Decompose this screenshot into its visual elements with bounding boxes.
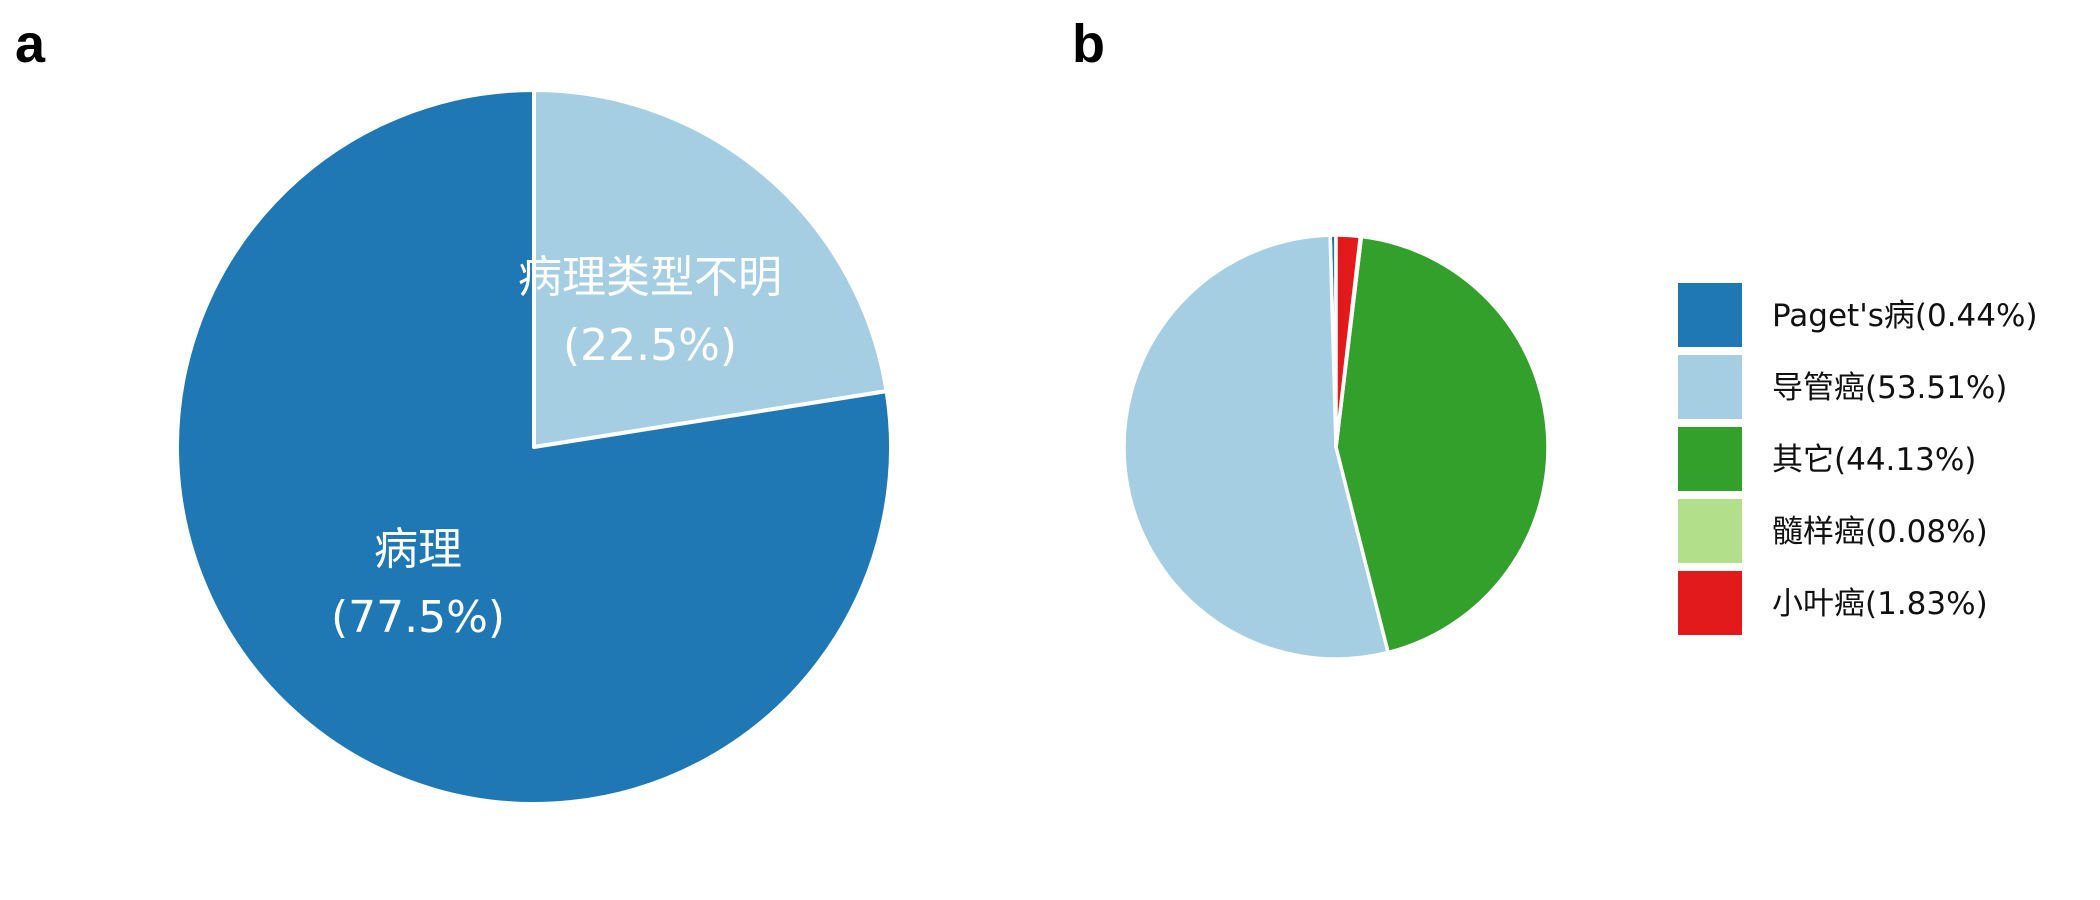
pie-b-slice-2	[1334, 234, 1550, 655]
legend-swatch-medullary	[1678, 499, 1742, 563]
pie-b-slice-1	[1122, 233, 1390, 661]
pie-a	[175, 88, 893, 806]
legend-swatch-paget	[1678, 283, 1742, 347]
legend-label-medullary: 髓样癌(0.08%)	[1772, 514, 1988, 550]
panel-b-label: b	[1072, 14, 1105, 74]
pie-b-slice-4	[1334, 233, 1363, 449]
slice-label-pathology-percent: (77.5%)	[331, 592, 505, 643]
pie-a-slice-1	[175, 88, 893, 806]
slice-label-unknown-percent: (22.5%)	[563, 320, 737, 371]
legend-label-ductal: 导管癌(53.51%)	[1772, 370, 2007, 406]
panel-a-label: a	[15, 14, 46, 74]
legend-label-lobular: 小叶癌(1.83%)	[1772, 586, 1988, 622]
legend: Paget's病(0.44%) 导管癌(53.51%) 其它(44.13%) 髓…	[1678, 283, 2038, 635]
slice-label-pathology-name: 病理	[374, 524, 462, 575]
legend-label-paget: Paget's病(0.44%)	[1772, 298, 2038, 334]
legend-swatch-ductal	[1678, 355, 1742, 419]
pie-a-slice-0	[532, 88, 889, 449]
legend-label-other: 其它(44.13%)	[1772, 442, 1976, 478]
legend-swatch-lobular	[1678, 571, 1742, 635]
legend-swatch-other	[1678, 427, 1742, 491]
panel-b: b Paget's病(0.44%) 导管癌(53.51%) 其它(44.13%)…	[1072, 14, 2038, 661]
pie-a-labels: 病理类型不明 (22.5%) 病理 (77.5%)	[331, 252, 782, 643]
slice-label-unknown-name: 病理类型不明	[518, 252, 782, 303]
panel-a: a 病理类型不明 (22.5%) 病理 (77.5%)	[15, 14, 893, 806]
pie-b	[1122, 233, 1550, 661]
